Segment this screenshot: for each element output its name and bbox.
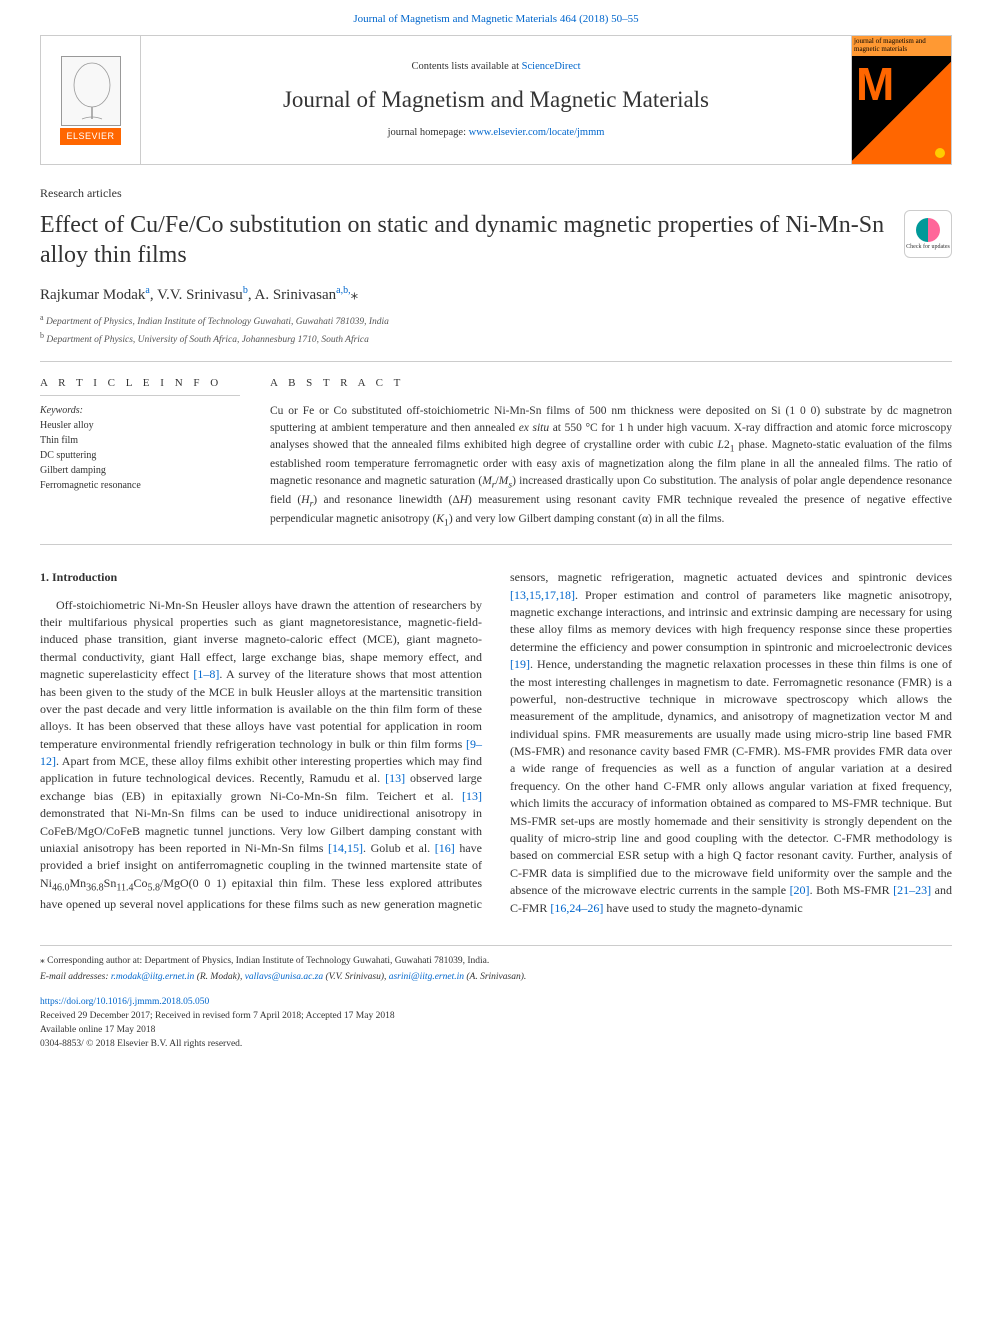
authors: Rajkumar Modaka, V.V. Srinivasub, A. Sri…	[40, 284, 952, 306]
contents-prefix: Contents lists available at	[411, 61, 521, 72]
abstract-head: A B S T R A C T	[270, 376, 952, 391]
emails: E-mail addresses: r.modak@iitg.ernet.in …	[40, 970, 952, 984]
article-type: Research articles	[40, 185, 952, 202]
section-head-introduction: 1. Introduction	[40, 569, 482, 586]
check-updates-button[interactable]: Check for updates	[904, 210, 952, 258]
introduction-body: Off-stoichiometric Ni-Mn-Sn Heusler allo…	[40, 569, 952, 917]
keywords-label: Keywords:	[40, 404, 240, 418]
homepage-line: journal homepage: www.elsevier.com/locat…	[388, 126, 605, 141]
emails-label: E-mail addresses:	[40, 972, 109, 982]
divider	[40, 395, 240, 396]
divider	[40, 544, 952, 545]
email-who: (V.V. Srinivasu)	[325, 972, 384, 982]
doi-link[interactable]: https://doi.org/10.1016/j.jmmm.2018.05.0…	[40, 997, 209, 1007]
keyword: DC sputtering	[40, 448, 240, 463]
article-title: Effect of Cu/Fe/Co substitution on stati…	[40, 210, 888, 270]
elsevier-logo[interactable]: ELSEVIER	[41, 36, 141, 164]
keyword: Thin film	[40, 433, 240, 448]
cover-letter: M	[856, 52, 951, 116]
email-link[interactable]: r.modak@iitg.ernet.in	[111, 972, 194, 982]
journal-name: Journal of Magnetism and Magnetic Materi…	[283, 84, 709, 116]
top-citation-link[interactable]: Journal of Magnetism and Magnetic Materi…	[353, 13, 638, 25]
elsevier-label: ELSEVIER	[60, 128, 120, 145]
keyword: Gilbert damping	[40, 463, 240, 478]
affiliation-b: b Department of Physics, University of S…	[40, 330, 952, 347]
footer: ⁎ Corresponding author at: Department of…	[0, 954, 992, 1072]
top-citation: Journal of Magnetism and Magnetic Materi…	[0, 0, 992, 35]
article-info-head: A R T I C L E I N F O	[40, 376, 240, 391]
cover-dot-icon	[935, 148, 945, 158]
abstract: A B S T R A C T Cu or Fe or Co substitut…	[270, 376, 952, 530]
affiliations: a Department of Physics, Indian Institut…	[40, 312, 952, 347]
available-online: Available online 17 May 2018	[40, 1023, 952, 1037]
contents-line: Contents lists available at ScienceDirec…	[411, 60, 580, 75]
email-link[interactable]: vallavs@unisa.ac.za	[245, 972, 323, 982]
corresponding-author: ⁎ Corresponding author at: Department of…	[40, 954, 952, 968]
homepage-prefix: journal homepage:	[388, 127, 469, 138]
abstract-text: Cu or Fe or Co substituted off-stoichiom…	[270, 403, 952, 530]
email-link[interactable]: asrini@iitg.ernet.in	[389, 972, 464, 982]
email-who: (A. Srinivasan).	[466, 972, 526, 982]
keywords-list: Heusler alloy Thin film DC sputtering Gi…	[40, 418, 240, 493]
received-dates: Received 29 December 2017; Received in r…	[40, 1009, 952, 1023]
footer-divider	[40, 945, 952, 946]
journal-header: ELSEVIER Contents lists available at Sci…	[40, 35, 952, 165]
sciencedirect-link[interactable]: ScienceDirect	[522, 61, 581, 72]
check-updates-icon	[916, 218, 940, 242]
check-updates-label: Check for updates	[906, 244, 950, 250]
keyword: Heusler alloy	[40, 418, 240, 433]
copyright: 0304-8853/ © 2018 Elsevier B.V. All righ…	[40, 1037, 952, 1051]
journal-cover[interactable]: journal of magnetism and magnetic materi…	[851, 36, 951, 164]
divider	[40, 361, 952, 362]
email-who: (R. Modak)	[197, 972, 240, 982]
body-columns: 1. Introduction Off-stoichiometric Ni-Mn…	[40, 569, 952, 917]
doi: https://doi.org/10.1016/j.jmmm.2018.05.0…	[40, 995, 952, 1009]
elsevier-tree-icon	[61, 56, 121, 126]
header-center: Contents lists available at ScienceDirec…	[141, 36, 851, 164]
article-info: A R T I C L E I N F O Keywords: Heusler …	[40, 376, 240, 530]
homepage-link[interactable]: www.elsevier.com/locate/jmmm	[469, 127, 605, 138]
keyword: Ferromagnetic resonance	[40, 478, 240, 493]
affiliation-a: a Department of Physics, Indian Institut…	[40, 312, 952, 329]
